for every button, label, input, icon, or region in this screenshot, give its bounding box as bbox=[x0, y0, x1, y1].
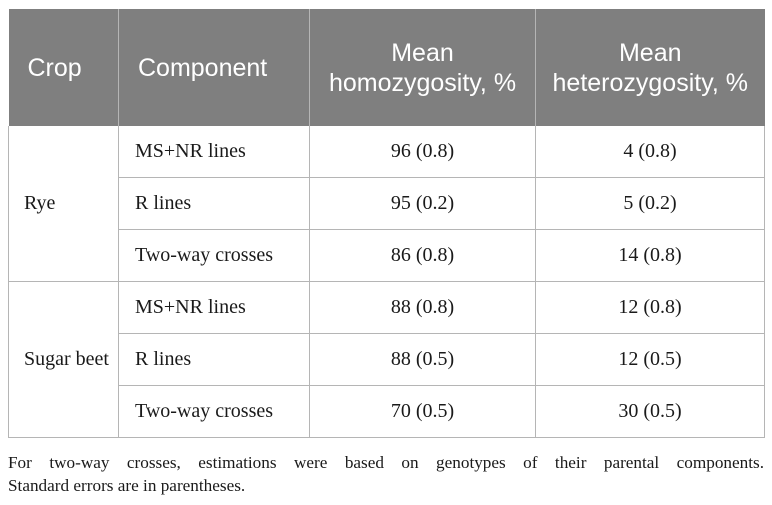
heterozygosity-cell: 14 (0.8) bbox=[535, 229, 765, 282]
header-crop: Crop bbox=[8, 9, 119, 126]
data-table: Crop Component Mean homozygosity, % Mean… bbox=[8, 9, 765, 438]
homozygosity-cell: 96 (0.8) bbox=[309, 126, 536, 178]
component-cell: Two-way crosses bbox=[118, 229, 310, 282]
footnote-line-2: Standard errors are in parentheses. bbox=[8, 476, 246, 495]
table-row: R lines 95 (0.2) 5 (0.2) bbox=[9, 177, 765, 230]
homozygosity-cell: 88 (0.5) bbox=[309, 333, 536, 386]
table-row: R lines 88 (0.5) 12 (0.5) bbox=[9, 333, 765, 386]
homozygosity-cell: 88 (0.8) bbox=[309, 281, 536, 334]
heterozygosity-cell: 12 (0.8) bbox=[535, 281, 765, 334]
table-row: Two-way crosses 70 (0.5) 30 (0.5) bbox=[9, 385, 765, 438]
table-footnote: For two-way crosses, estimations were ba… bbox=[8, 451, 764, 497]
header-mean-heterozygosity: Mean heterozygosity, % bbox=[535, 9, 765, 126]
table-row: Sugar beet MS+NR lines 88 (0.8) 12 (0.8) bbox=[8, 281, 765, 438]
table-row: Rye MS+NR lines 96 (0.8) 4 (0.8) bbox=[8, 126, 765, 282]
heterozygosity-cell: 4 (0.8) bbox=[535, 126, 765, 178]
crop-cell-sugar-beet: Sugar beet bbox=[8, 281, 119, 438]
component-cell: Two-way crosses bbox=[118, 385, 310, 438]
homozygosity-cell: 86 (0.8) bbox=[309, 229, 536, 282]
header-component: Component bbox=[118, 9, 310, 126]
component-cell: R lines bbox=[118, 177, 310, 230]
table-row: Two-way crosses 86 (0.8) 14 (0.8) bbox=[9, 229, 765, 282]
component-cell: MS+NR lines bbox=[118, 281, 310, 334]
component-cell: R lines bbox=[118, 333, 310, 386]
header-mean-homozygosity: Mean homozygosity, % bbox=[309, 9, 536, 126]
homozygosity-cell: 70 (0.5) bbox=[309, 385, 536, 438]
crop-cell-rye: Rye bbox=[8, 126, 119, 282]
component-cell: MS+NR lines bbox=[118, 126, 310, 178]
heterozygosity-cell: 12 (0.5) bbox=[535, 333, 765, 386]
header-row: Crop Component Mean homozygosity, % Mean… bbox=[8, 9, 765, 126]
heterozygosity-cell: 30 (0.5) bbox=[535, 385, 765, 438]
footnote-line-1: For two-way crosses, estimations were ba… bbox=[8, 453, 764, 472]
homozygosity-cell: 95 (0.2) bbox=[309, 177, 536, 230]
heterozygosity-cell: 5 (0.2) bbox=[535, 177, 765, 230]
